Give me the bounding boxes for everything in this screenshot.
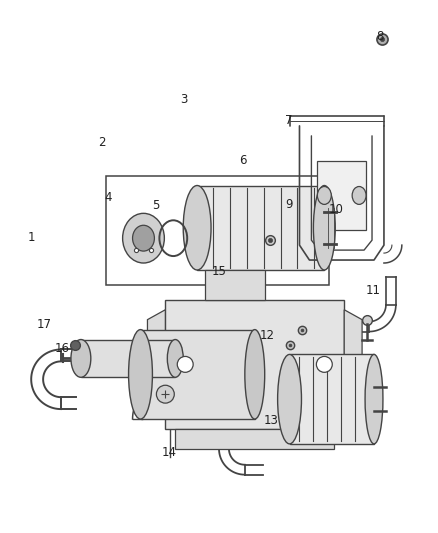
Text: 4: 4: [104, 191, 112, 204]
Text: 10: 10: [328, 203, 343, 216]
Circle shape: [177, 357, 193, 373]
Ellipse shape: [129, 329, 152, 419]
Polygon shape: [205, 270, 265, 300]
Text: 17: 17: [36, 318, 52, 331]
Text: 9: 9: [285, 198, 293, 211]
Text: 3: 3: [180, 93, 188, 106]
Polygon shape: [165, 300, 344, 429]
Text: 14: 14: [162, 447, 177, 459]
Text: 8: 8: [376, 30, 384, 43]
Polygon shape: [148, 310, 165, 419]
Ellipse shape: [365, 354, 383, 444]
Text: 2: 2: [98, 135, 105, 149]
Polygon shape: [290, 354, 374, 444]
Text: 5: 5: [152, 199, 159, 212]
Text: 12: 12: [259, 329, 274, 342]
Text: 6: 6: [239, 154, 247, 167]
Ellipse shape: [245, 329, 265, 419]
Ellipse shape: [123, 213, 164, 263]
Text: 16: 16: [55, 342, 70, 355]
Text: 11: 11: [366, 284, 381, 297]
Ellipse shape: [352, 187, 366, 204]
Text: 1: 1: [28, 231, 35, 244]
Text: 13: 13: [264, 414, 279, 426]
Polygon shape: [175, 429, 334, 449]
Ellipse shape: [318, 187, 331, 204]
Polygon shape: [318, 160, 366, 230]
Ellipse shape: [167, 340, 183, 377]
Ellipse shape: [314, 185, 335, 270]
Polygon shape: [344, 310, 362, 419]
Polygon shape: [197, 185, 324, 270]
Text: 7: 7: [285, 115, 293, 127]
Polygon shape: [141, 329, 255, 419]
Ellipse shape: [183, 185, 211, 270]
Ellipse shape: [278, 354, 301, 444]
Ellipse shape: [133, 225, 155, 251]
Polygon shape: [81, 340, 175, 377]
Circle shape: [156, 385, 174, 403]
Ellipse shape: [71, 340, 91, 377]
Circle shape: [316, 357, 332, 373]
Text: 15: 15: [212, 265, 226, 278]
